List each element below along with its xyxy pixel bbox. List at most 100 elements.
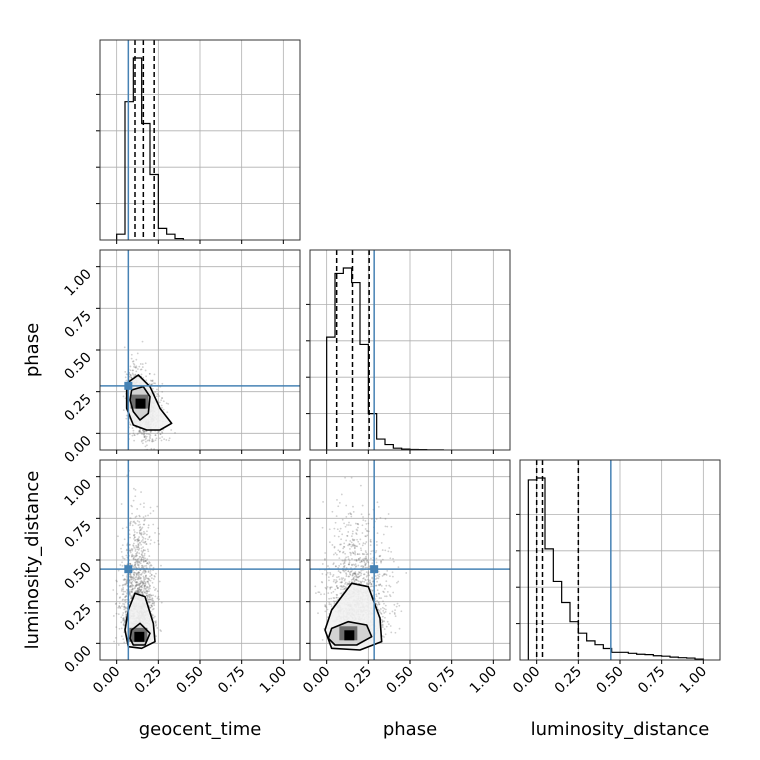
- scatter-geocent_time-vs-luminosity_distance-point: [147, 538, 149, 541]
- scatter-phase-vs-luminosity_distance-point: [386, 620, 389, 623]
- scatter-phase-vs-luminosity_distance-point: [336, 596, 338, 599]
- scatter-phase-vs-luminosity_distance-point: [328, 541, 331, 544]
- scatter-geocent_time-vs-phase-point: [129, 423, 131, 426]
- scatter-geocent_time-vs-luminosity_distance-point: [124, 606, 127, 609]
- scatter-geocent_time-vs-luminosity_distance-point: [142, 561, 145, 563]
- scatter-geocent_time-vs-phase-point: [122, 395, 125, 398]
- scatter-phase-vs-luminosity_distance-point: [376, 544, 378, 546]
- scatter-geocent_time-vs-luminosity_distance-point: [133, 537, 135, 540]
- scatter-phase-vs-luminosity_distance-point: [352, 577, 355, 580]
- scatter-geocent_time-vs-luminosity_distance-point: [139, 532, 142, 535]
- scatter-phase-vs-luminosity_distance-point: [353, 539, 355, 542]
- scatter-geocent_time-vs-luminosity_distance-point: [134, 563, 137, 566]
- scatter-geocent_time-vs-luminosity_distance-point: [137, 577, 140, 580]
- scatter-geocent_time-vs-luminosity_distance-point: [144, 565, 146, 567]
- scatter-geocent_time-vs-luminosity_distance-point: [143, 541, 146, 544]
- scatter-phase-vs-luminosity_distance-point: [341, 518, 344, 521]
- scatter-phase-vs-luminosity_distance-point: [352, 578, 355, 580]
- scatter-geocent_time-vs-luminosity_distance-point: [145, 559, 148, 562]
- scatter-phase-vs-luminosity_distance-point: [357, 523, 360, 526]
- scatter-geocent_time-vs-luminosity_distance-point: [115, 612, 118, 615]
- scatter-geocent_time-vs-luminosity_distance-point: [142, 593, 145, 596]
- scatter-geocent_time-vs-phase-point: [148, 433, 151, 436]
- scatter-geocent_time-vs-luminosity_distance-point: [121, 564, 124, 567]
- scatter-geocent_time-vs-phase-point: [132, 362, 135, 365]
- scatter-geocent_time-vs-luminosity_distance-point: [129, 517, 132, 520]
- scatter-geocent_time-vs-phase-point: [151, 380, 154, 383]
- scatter-geocent_time-vs-luminosity_distance-point: [125, 575, 128, 578]
- scatter-geocent_time-vs-luminosity_distance-point: [118, 597, 121, 599]
- scatter-geocent_time-vs-luminosity_distance-point: [128, 543, 131, 546]
- scatter-phase-vs-luminosity_distance-point: [348, 543, 351, 545]
- scatter-geocent_time-vs-luminosity_distance-point: [116, 592, 119, 595]
- scatter-geocent_time-vs-phase-point: [143, 433, 146, 435]
- scatter-geocent_time-vs-phase-point: [134, 374, 137, 376]
- scatter-geocent_time-vs-luminosity_distance-point: [132, 576, 135, 578]
- scatter-geocent_time-vs-luminosity_distance-point: [138, 521, 141, 523]
- scatter-geocent_time-vs-luminosity_distance-point: [144, 515, 147, 517]
- scatter-phase-vs-luminosity_distance-point: [391, 571, 394, 574]
- scatter-geocent_time-vs-phase-point: [140, 431, 142, 434]
- scatter-geocent_time-vs-luminosity_distance-point: [130, 590, 133, 593]
- scatter-phase-vs-luminosity_distance-point: [364, 564, 367, 567]
- scatter-geocent_time-vs-luminosity_distance-point: [148, 555, 151, 557]
- scatter-geocent_time-vs-luminosity_distance-point: [129, 563, 132, 566]
- scatter-geocent_time-vs-luminosity_distance-point: [153, 615, 156, 618]
- scatter-phase-vs-luminosity_distance-point: [384, 608, 387, 611]
- scatter-phase-vs-luminosity_distance-point: [383, 573, 386, 576]
- scatter-phase-vs-luminosity_distance-point: [353, 579, 356, 582]
- scatter-phase-vs-luminosity_distance-point: [350, 476, 353, 479]
- scatter-geocent_time-vs-luminosity_distance-point: [130, 548, 133, 550]
- scatter-geocent_time-vs-phase-point: [151, 387, 154, 390]
- scatter-phase-vs-luminosity_distance-point: [351, 538, 354, 541]
- scatter-geocent_time-vs-luminosity_distance-point: [141, 584, 144, 586]
- scatter-geocent_time-vs-phase-point: [130, 374, 132, 376]
- scatter-geocent_time-vs-phase-point: [161, 406, 163, 409]
- scatter-phase-vs-luminosity_distance-point: [352, 544, 354, 547]
- scatter-geocent_time-vs-luminosity_distance-point: [151, 598, 154, 600]
- scatter-geocent_time-vs-luminosity_distance-point: [148, 593, 150, 596]
- scatter-geocent_time-vs-luminosity_distance-point: [150, 605, 153, 607]
- scatter-phase-vs-luminosity_distance-point: [337, 570, 340, 572]
- scatter-geocent_time-vs-luminosity_distance-point: [122, 638, 125, 641]
- scatter-geocent_time-vs-luminosity_distance-point: [156, 590, 159, 593]
- scatter-geocent_time-vs-luminosity_distance-point: [156, 505, 159, 508]
- scatter-geocent_time-vs-luminosity_distance-point: [143, 582, 146, 585]
- scatter-phase-vs-luminosity_distance-point: [369, 579, 371, 582]
- scatter-phase-vs-luminosity_distance-point: [387, 513, 390, 515]
- scatter-geocent_time-vs-luminosity_distance-point: [136, 538, 139, 541]
- scatter-phase-vs-luminosity_distance-point: [330, 605, 333, 608]
- scatter-geocent_time-vs-luminosity_distance-point: [145, 594, 148, 597]
- scatter-geocent_time-vs-luminosity_distance-point: [141, 556, 144, 559]
- scatter-geocent_time-vs-phase-point: [142, 433, 145, 436]
- scatter-geocent_time-vs-luminosity_distance-point: [141, 539, 144, 541]
- scatter-phase-vs-luminosity_distance-point: [382, 609, 385, 612]
- scatter-phase-vs-luminosity_distance-point: [378, 603, 380, 606]
- scatter-geocent_time-vs-luminosity_distance-point: [134, 571, 137, 574]
- scatter-phase-vs-luminosity_distance-point: [320, 580, 323, 583]
- scatter-geocent_time-vs-luminosity_distance-point: [134, 488, 137, 491]
- scatter-phase-vs-luminosity_distance-point: [387, 623, 390, 625]
- scatter-phase-vs-luminosity_distance-point: [330, 597, 333, 600]
- scatter-geocent_time-vs-luminosity_distance-point: [132, 521, 135, 523]
- scatter-geocent_time-vs-luminosity_distance-point: [140, 591, 143, 593]
- scatter-geocent_time-vs-luminosity_distance-point: [146, 580, 149, 583]
- scatter-geocent_time-vs-luminosity_distance-point: [122, 602, 124, 605]
- scatter-geocent_time-vs-luminosity_distance-point: [133, 539, 136, 542]
- scatter-phase-vs-luminosity_distance-point: [360, 581, 363, 584]
- scatter-geocent_time-vs-luminosity_distance-point: [155, 635, 157, 638]
- scatter-phase-vs-luminosity_distance-point: [366, 582, 368, 584]
- scatter-phase-vs-luminosity_distance-point: [330, 591, 333, 594]
- scatter-phase-vs-luminosity_distance-point: [395, 605, 398, 608]
- scatter-geocent_time-vs-luminosity_distance-point: [128, 563, 131, 565]
- scatter-geocent_time-vs-luminosity_distance-point: [142, 556, 145, 559]
- scatter-phase-vs-luminosity_distance-point: [353, 545, 356, 547]
- scatter-geocent_time-vs-luminosity_distance-point: [149, 542, 152, 545]
- scatter-geocent_time-vs-phase-point: [144, 369, 147, 372]
- scatter-phase-vs-luminosity_distance-point: [317, 591, 320, 593]
- scatter-geocent_time-vs-phase-point: [160, 404, 163, 407]
- scatter-phase-vs-luminosity_distance-point: [371, 562, 374, 565]
- scatter-geocent_time-vs-phase-point: [132, 373, 135, 376]
- scatter-phase-vs-luminosity_distance-point: [382, 590, 385, 593]
- scatter-geocent_time-vs-phase-point: [125, 414, 128, 417]
